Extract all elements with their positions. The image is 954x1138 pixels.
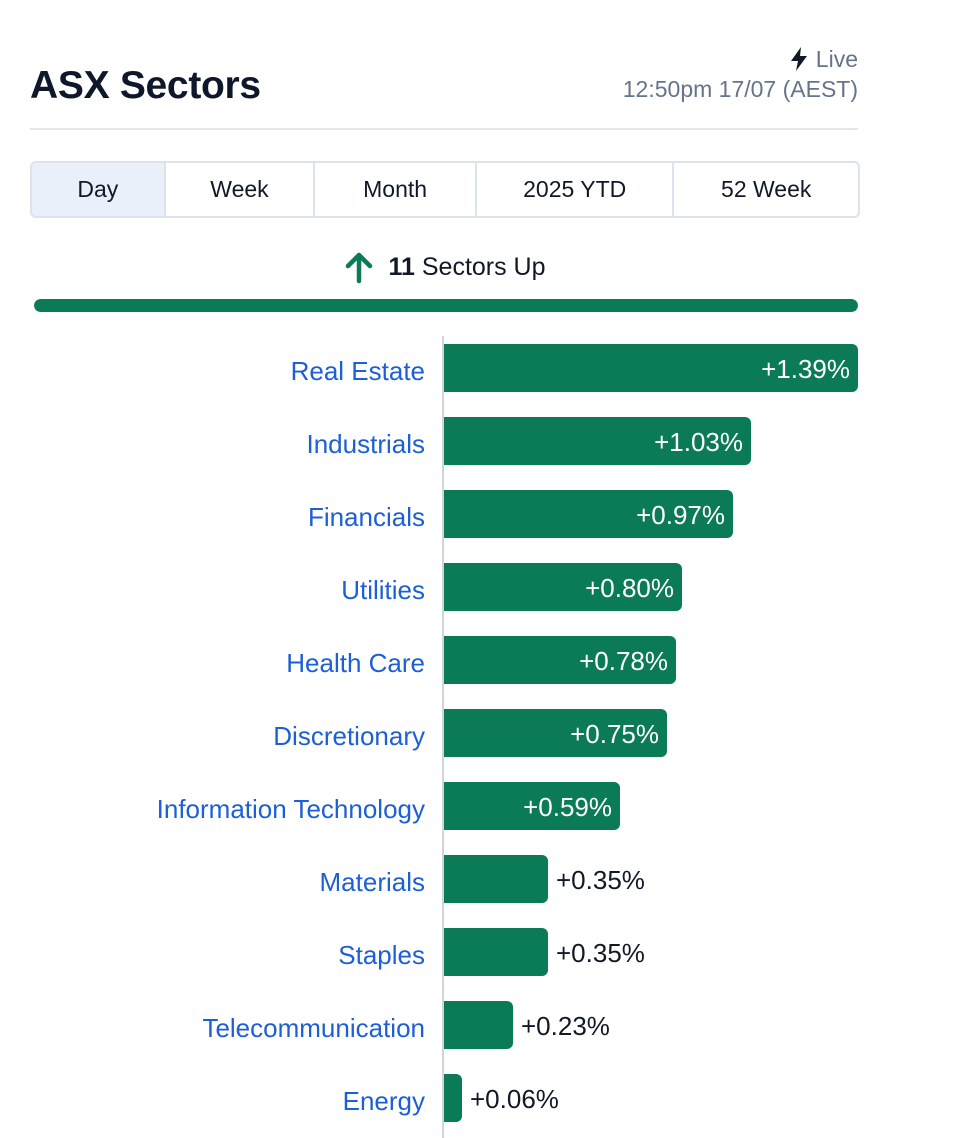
sector-row-real-estate: Real Estate +1.39% — [30, 344, 858, 393]
sector-link-financials[interactable]: Financials — [307, 502, 425, 532]
asx-sectors-widget: ASX Sectors Live 12:50pm 17/07 (AEST) Da… — [30, 40, 860, 1138]
sector-link-information-technology[interactable]: Information Technology — [156, 794, 425, 824]
sector-link-utilities[interactable]: Utilities — [341, 575, 425, 605]
sector-bar-chart: Real Estate +1.39% Industrials +1.03% Financ… — [30, 336, 858, 1138]
sector-link-materials[interactable]: Materials — [319, 867, 425, 897]
sector-row-financials: Financials +0.97% — [30, 490, 858, 539]
value-label-telecommunication: +0.23% — [521, 1011, 610, 1041]
widget-header: ASX Sectors Live 12:50pm 17/07 (AEST) — [30, 40, 858, 130]
sector-row-health-care: Health Care +0.78% — [30, 636, 858, 685]
value-label-materials: +0.35% — [556, 865, 645, 895]
sector-link-real-estate[interactable]: Real Estate — [290, 356, 425, 386]
bar-discretionary — [444, 709, 667, 757]
bar-industrials — [444, 417, 751, 465]
sector-link-health-care[interactable]: Health Care — [286, 648, 425, 678]
bar-health-care — [444, 636, 676, 684]
value-label-discretionary: +0.75% — [570, 719, 659, 749]
sectors-up-progress — [34, 299, 858, 312]
value-label-financials: +0.97% — [636, 500, 725, 530]
live-status: Live 12:50pm 17/07 (AEST) — [623, 44, 858, 104]
sector-row-staples: Staples +0.35% — [30, 928, 858, 977]
value-label-utilities: +0.80% — [585, 573, 674, 603]
live-label: Live — [815, 46, 858, 72]
sectors-up-progress-fill — [34, 299, 858, 312]
sectors-summary: 11 Sectors Up — [30, 246, 858, 288]
widget-title: ASX Sectors — [30, 64, 261, 107]
bar-utilities — [444, 563, 682, 611]
chart-axis-line — [442, 336, 444, 1138]
live-indicator: Live — [623, 44, 858, 74]
value-label-energy: +0.06% — [470, 1084, 559, 1114]
sector-link-discretionary[interactable]: Discretionary — [273, 721, 425, 751]
value-label-industrials: +1.03% — [654, 427, 743, 457]
tab-month[interactable]: Month — [315, 163, 477, 216]
sector-row-utilities: Utilities +0.80% — [30, 563, 858, 612]
bolt-icon — [790, 47, 808, 71]
sectors-up-label: Sectors Up — [421, 252, 546, 281]
sector-row-discretionary: Discretionary +0.75% — [30, 709, 858, 758]
tab-52-week[interactable]: 52 Week — [721, 176, 812, 202]
bar-energy — [444, 1074, 462, 1122]
value-label-information-technology: +0.59% — [523, 792, 612, 822]
sector-link-staples[interactable]: Staples — [338, 940, 425, 970]
value-label-staples: +0.35% — [556, 938, 645, 968]
sector-link-telecommunication[interactable]: Telecommunication — [202, 1013, 425, 1043]
sector-row-materials: Materials +0.35% — [30, 855, 858, 904]
sector-row-energy: Energy +0.06% — [30, 1074, 858, 1123]
bar-information-technology — [444, 782, 620, 830]
value-label-health-care: +0.78% — [579, 646, 668, 676]
bar-real-estate — [444, 344, 858, 392]
sectors-up-count: 11 — [388, 252, 415, 281]
tab-day[interactable]: Day — [32, 163, 166, 216]
sector-link-industrials[interactable]: Industrials — [306, 429, 426, 459]
period-tabs: Day Week Month 2025 YTD 52 Week — [30, 161, 860, 218]
tab-week[interactable]: Week — [166, 163, 316, 216]
bar-materials — [444, 855, 548, 903]
sector-row-industrials: Industrials +1.03% — [30, 417, 858, 466]
bar-telecommunication — [444, 1001, 513, 1049]
up-arrow-icon — [342, 250, 376, 284]
sector-row-information-technology: Information Technology +0.59% — [30, 782, 858, 831]
bar-financials — [444, 490, 733, 538]
sector-row-telecommunication: Telecommunication +0.23% — [30, 1001, 858, 1050]
tab-2025-ytd[interactable]: 2025 YTD — [477, 163, 675, 216]
bar-staples — [444, 928, 548, 976]
sector-link-energy[interactable]: Energy — [342, 1086, 425, 1116]
timestamp: 12:50pm 17/07 (AEST) — [622, 76, 858, 102]
value-label-real-estate: +1.39% — [761, 354, 850, 384]
